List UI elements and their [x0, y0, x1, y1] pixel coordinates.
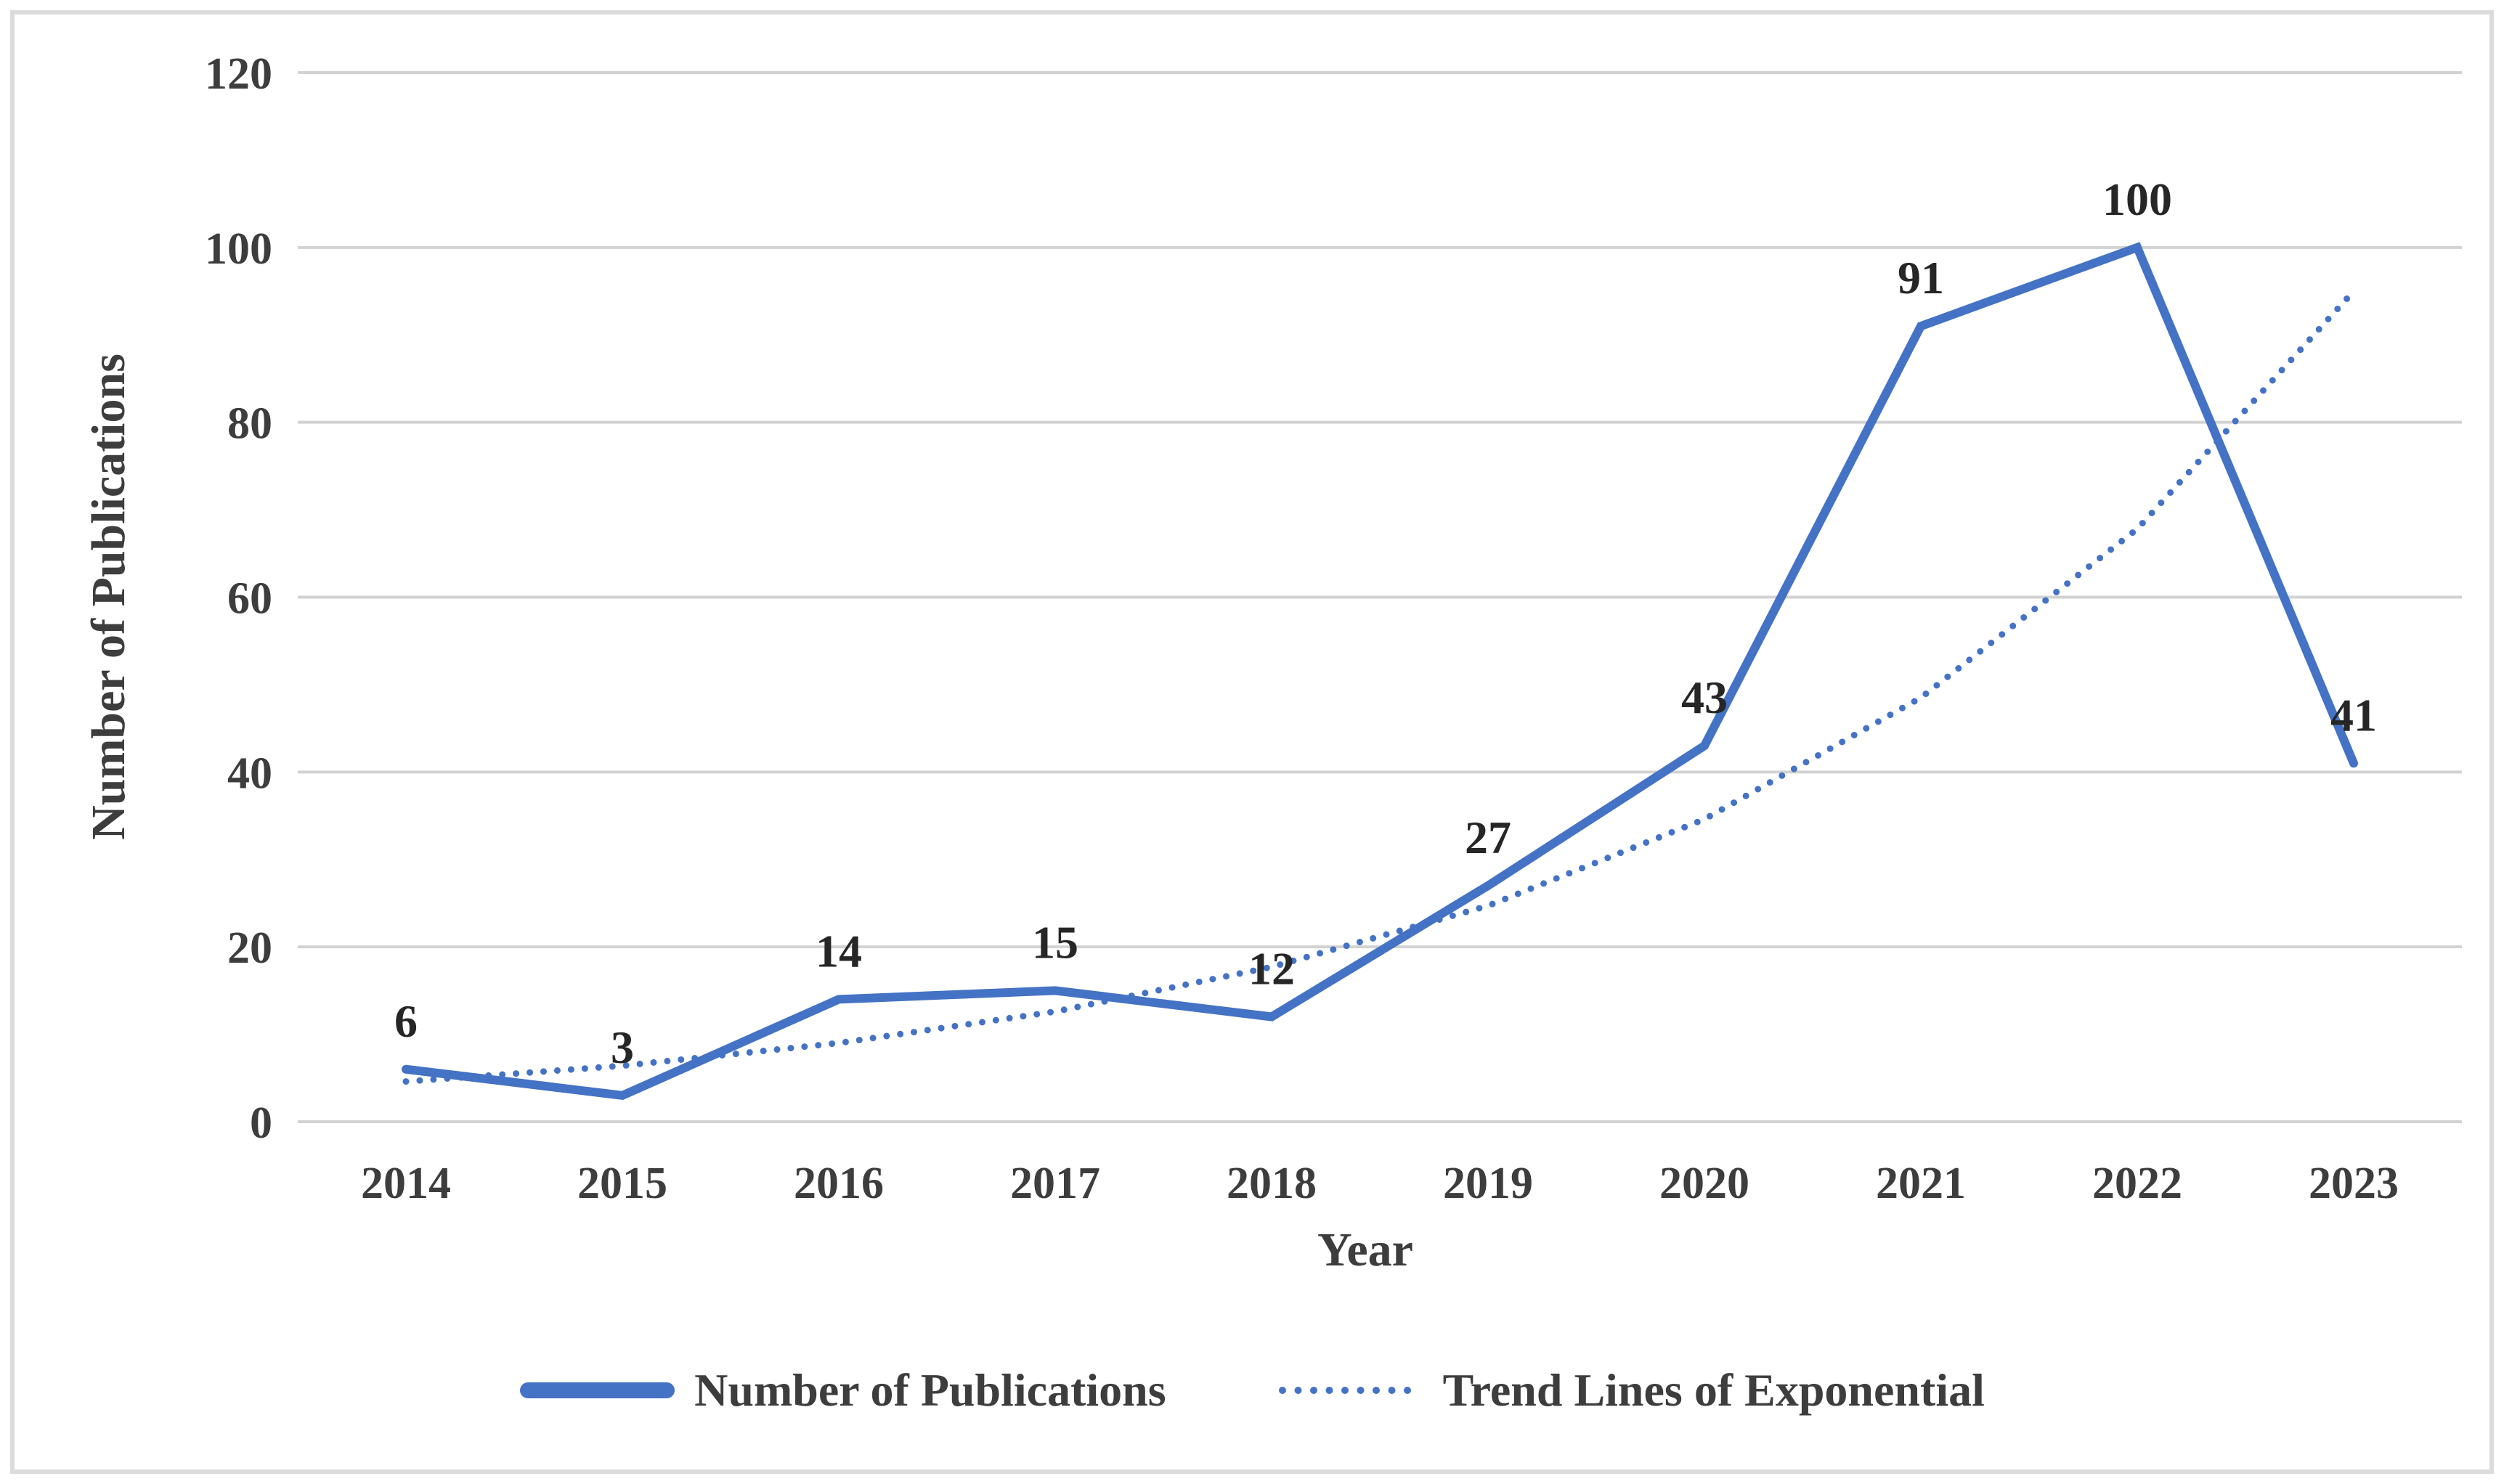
data-label-2020: 43: [1681, 672, 1728, 723]
y-tick-label-20: 20: [227, 924, 272, 973]
data-label-2018: 12: [1248, 943, 1295, 995]
y-tick-label-0: 0: [250, 1098, 272, 1148]
chart-frame: [10, 10, 2494, 1474]
data-label-2022: 100: [2102, 174, 2172, 225]
y-tick-label-80: 80: [227, 399, 272, 449]
x-tick-label-2022: 2022: [2092, 1159, 2182, 1208]
y-tick-label-120: 120: [205, 49, 272, 99]
x-tick-label-2018: 2018: [1227, 1159, 1317, 1208]
data-label-2014: 6: [394, 995, 418, 1047]
legend-item-publications: Number of Publications: [519, 1363, 1166, 1417]
data-label-2017: 15: [1032, 916, 1078, 968]
x-tick-label-2021: 2021: [1876, 1159, 1966, 1208]
data-label-2021: 91: [1898, 252, 1944, 303]
y-tick-label-60: 60: [227, 574, 272, 624]
legend-item-trend: Trend Lines of Exponential: [1275, 1363, 1985, 1417]
x-tick-label-2020: 2020: [1659, 1159, 1749, 1208]
y-axis-title: Number of Publications: [82, 354, 135, 840]
data-label-2015: 3: [611, 1022, 634, 1073]
data-label-2023: 41: [2330, 689, 2377, 741]
x-tick-label-2017: 2017: [1010, 1159, 1100, 1208]
publications-line: [402, 242, 2358, 1101]
dotted-line-swatch: [1278, 1387, 1421, 1394]
data-label-2019: 27: [1465, 812, 1511, 863]
legend: Number of Publications Trend Lines of Ex…: [0, 1363, 2504, 1417]
solid-line-swatch: [520, 1382, 675, 1398]
y-tick-label-100: 100: [205, 224, 272, 274]
x-axis-title: Year: [1317, 1223, 1413, 1276]
legend-label-trend: Trend Lines of Exponential: [1442, 1364, 1985, 1416]
x-tick-label-2014: 2014: [361, 1159, 451, 1208]
data-label-2016: 14: [816, 925, 862, 977]
x-tick-label-2023: 2023: [2309, 1159, 2399, 1208]
y-tick-label-40: 40: [227, 749, 272, 798]
x-tick-label-2015: 2015: [577, 1159, 667, 1208]
legend-label-publications: Number of Publications: [694, 1364, 1166, 1416]
x-tick-label-2019: 2019: [1443, 1159, 1533, 1208]
trend-line: [402, 288, 2357, 1085]
x-tick-label-2016: 2016: [794, 1159, 884, 1208]
